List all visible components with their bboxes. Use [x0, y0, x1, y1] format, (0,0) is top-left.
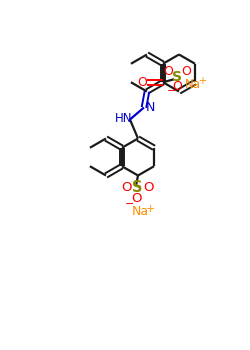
Text: −: − [125, 199, 135, 210]
Text: N: N [145, 101, 155, 114]
Text: O: O [181, 65, 191, 78]
Text: Na: Na [132, 205, 148, 218]
Text: HN: HN [115, 112, 133, 125]
Text: O: O [172, 80, 182, 93]
Text: +: + [198, 76, 206, 86]
Text: −: − [167, 86, 177, 96]
Text: Na: Na [185, 78, 201, 91]
Text: S: S [172, 70, 182, 84]
Text: O: O [163, 65, 173, 78]
Text: O: O [121, 181, 131, 194]
Text: O: O [143, 181, 153, 194]
Text: O: O [137, 76, 147, 89]
Text: S: S [132, 180, 142, 195]
Text: O: O [132, 192, 142, 205]
Text: +: + [145, 203, 155, 214]
